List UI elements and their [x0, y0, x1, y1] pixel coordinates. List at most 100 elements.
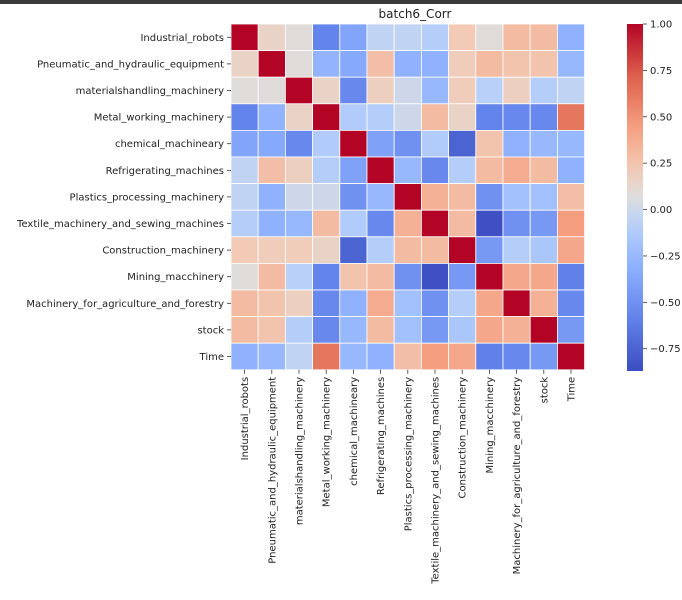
heatmap-cell-plastics-processing-machinery-x-plastics-processing-machinery — [393, 183, 422, 211]
heatmap-cell-materialshandling-machinery-x-mining-macchinery — [475, 76, 504, 105]
heatmap-cell-materialshandling-machinery-x-chemical-machineary — [339, 76, 368, 105]
heatmap-cell-machinery-for-agriculture-and-forestry-x-metal-working-machinery — [312, 289, 341, 318]
heatmap-cell-construction-machinery-x-materialshandling-machinery — [284, 236, 313, 264]
heatmap-cell-pneumatic-and-hydraulic-equipment-x-metal-working-machinery — [312, 50, 341, 78]
heatmap-cell-chemical-machineary-x-industrial-robots — [230, 129, 259, 158]
heatmap-cell-machinery-for-agriculture-and-forestry-x-machinery-for-agriculture-and-forestry — [502, 289, 531, 318]
heatmap-cell-mining-macchinery-x-refrigerating-machines — [366, 262, 395, 291]
x-label-mining-macchinery: Mining_macchinery — [485, 377, 496, 474]
heatmap-cell-industrial-robots-x-metal-working-machinery — [312, 23, 341, 52]
heatmap-cell-chemical-machineary-x-materialshandling-machinery — [284, 129, 313, 158]
heatmap-cell-mining-macchinery-x-industrial-robots — [230, 262, 259, 291]
heatmap-cell-materialshandling-machinery-x-construction-machinery — [448, 76, 477, 105]
heatmap-cell-stock-x-stock — [529, 316, 558, 344]
heatmap-cell-industrial-robots-x-time — [557, 23, 586, 52]
heatmap-cell-stock-x-materialshandling-machinery — [284, 316, 313, 344]
y-label-metal-working-machinery: Metal_working_machinery — [94, 113, 224, 124]
heatmap-cell-textile-machinery-and-sewing-machines-x-metal-working-machinery — [312, 209, 341, 238]
heatmap-cell-metal-working-machinery-x-construction-machinery — [448, 103, 477, 131]
y-label-plastics-processing-machinery: Plastics_processing_machinery — [70, 192, 225, 203]
y-label-textile-machinery-and-sewing-machines: Textile_machinery_and_sewing_machines — [16, 219, 224, 230]
heatmap-cell-textile-machinery-and-sewing-machines-x-chemical-machineary — [339, 209, 368, 238]
heatmap-cell-time-x-metal-working-machinery — [312, 342, 341, 371]
heatmap-cell-chemical-machineary-x-chemical-machineary — [339, 129, 368, 158]
y-label-stock: stock — [197, 325, 224, 336]
heatmap-cell-chemical-machineary-x-pneumatic-and-hydraulic-equipment — [257, 129, 286, 158]
heatmap-cell-metal-working-machinery-x-industrial-robots — [230, 103, 259, 131]
heatmap-cell-textile-machinery-and-sewing-machines-x-stock — [529, 209, 558, 238]
colorbar: 1.00 0.75 0.50 0.25 0.00 −0.25 −0.50 −0.75 — [627, 20, 681, 371]
colorbar-gradient — [627, 24, 643, 371]
heatmap-cell-mining-macchinery-x-stock — [529, 262, 558, 291]
heatmap-cell-machinery-for-agriculture-and-forestry-x-mining-macchinery — [475, 289, 504, 318]
y-label-refrigerating-machines: Refrigerating_machines — [106, 166, 224, 177]
heatmap-cell-industrial-robots-x-machinery-for-agriculture-and-forestry — [502, 23, 531, 52]
heatmap-cell-plastics-processing-machinery-x-materialshandling-machinery — [284, 183, 313, 211]
heatmap-cell-mining-macchinery-x-construction-machinery — [448, 262, 477, 291]
heatmap-cell-refrigerating-machines-x-materialshandling-machinery — [284, 156, 313, 185]
heatmap-cell-stock-x-metal-working-machinery — [312, 316, 341, 344]
heatmap-cell-construction-machinery-x-construction-machinery — [448, 236, 477, 264]
y-label-industrial-robots: Industrial_robots — [140, 33, 224, 44]
heatmap-cell-metal-working-machinery-x-refrigerating-machines — [366, 103, 395, 131]
heatmap-cell-machinery-for-agriculture-and-forestry-x-textile-machinery-and-sewing-machines — [420, 289, 449, 318]
heatmap-cell-machinery-for-agriculture-and-forestry-x-industrial-robots — [230, 289, 259, 318]
heatmap-cell-construction-machinery-x-stock — [529, 236, 558, 264]
x-label-plastics-processing-machinery: Plastics_processing_machinery — [403, 377, 414, 532]
heatmap-cell-materialshandling-machinery-x-textile-machinery-and-sewing-machines — [420, 76, 449, 105]
heatmap-cell-materialshandling-machinery-x-materialshandling-machinery — [284, 76, 313, 105]
heatmap-cell-mining-macchinery-x-textile-machinery-and-sewing-machines — [420, 262, 449, 291]
heatmap-cell-machinery-for-agriculture-and-forestry-x-construction-machinery — [448, 289, 477, 318]
heatmap-cell-refrigerating-machines-x-metal-working-machinery — [312, 156, 341, 185]
heatmap-cell-stock-x-pneumatic-and-hydraulic-equipment — [257, 316, 286, 344]
heatmap-cell-time-x-time — [557, 342, 586, 371]
heatmap-cell-industrial-robots-x-plastics-processing-machinery — [393, 23, 422, 52]
colorbar-tick-label: 1.00 — [650, 20, 672, 31]
y-label-pneumatic-and-hydraulic-equipment: Pneumatic_and_hydraulic_equipment — [37, 59, 224, 70]
heatmap-cell-pneumatic-and-hydraulic-equipment-x-stock — [529, 50, 558, 78]
heatmap-cell-materialshandling-machinery-x-refrigerating-machines — [366, 76, 395, 105]
heatmap-cell-pneumatic-and-hydraulic-equipment-x-construction-machinery — [448, 50, 477, 78]
heatmap-cell-metal-working-machinery-x-plastics-processing-machinery — [393, 103, 422, 131]
y-label-mining-macchinery: Mining_macchinery — [127, 272, 224, 283]
heatmap-cell-pneumatic-and-hydraulic-equipment-x-plastics-processing-machinery — [393, 50, 422, 78]
heatmap-cell-refrigerating-machines-x-machinery-for-agriculture-and-forestry — [502, 156, 531, 185]
heatmap-cell-mining-macchinery-x-machinery-for-agriculture-and-forestry — [502, 262, 531, 291]
heatmap-cell-pneumatic-and-hydraulic-equipment-x-refrigerating-machines — [366, 50, 395, 78]
heatmap-cell-refrigerating-machines-x-plastics-processing-machinery — [393, 156, 422, 185]
heatmap-cell-textile-machinery-and-sewing-machines-x-plastics-processing-machinery — [393, 209, 422, 238]
heatmap-cell-time-x-machinery-for-agriculture-and-forestry — [502, 342, 531, 371]
heatmap-cell-pneumatic-and-hydraulic-equipment-x-textile-machinery-and-sewing-machines — [420, 50, 449, 78]
heatmap-cell-industrial-robots-x-stock — [529, 23, 558, 52]
heatmap-cell-stock-x-textile-machinery-and-sewing-machines — [420, 316, 449, 344]
heatmap-cell-time-x-textile-machinery-and-sewing-machines — [420, 342, 449, 371]
heatmap-cell-plastics-processing-machinery-x-time — [557, 183, 586, 211]
x-label-construction-machinery: Construction_machinery — [458, 377, 469, 499]
heatmap-cell-mining-macchinery-x-metal-working-machinery — [312, 262, 341, 291]
x-label-materialshandling-machinery: materialshandling_machinery — [295, 377, 306, 525]
heatmap-cell-plastics-processing-machinery-x-stock — [529, 183, 558, 211]
heatmap-cell-metal-working-machinery-x-chemical-machineary — [339, 103, 368, 131]
heatmap-cell-industrial-robots-x-pneumatic-and-hydraulic-equipment — [257, 23, 286, 52]
heatmap-cell-mining-macchinery-x-materialshandling-machinery — [284, 262, 313, 291]
heatmap-cell-industrial-robots-x-refrigerating-machines — [366, 23, 395, 52]
heatmap-cell-plastics-processing-machinery-x-construction-machinery — [448, 183, 477, 211]
heatmap-cell-materialshandling-machinery-x-metal-working-machinery — [312, 76, 341, 105]
heatmap-cell-refrigerating-machines-x-time — [557, 156, 586, 185]
heatmap-cell-industrial-robots-x-chemical-machineary — [339, 23, 368, 52]
heatmap-cell-machinery-for-agriculture-and-forestry-x-chemical-machineary — [339, 289, 368, 318]
heatmap-cell-chemical-machineary-x-machinery-for-agriculture-and-forestry — [502, 129, 531, 158]
heatmap-cell-time-x-plastics-processing-machinery — [393, 342, 422, 371]
heatmap-cell-textile-machinery-and-sewing-machines-x-pneumatic-and-hydraulic-equipment — [257, 209, 286, 238]
heatmap-cell-chemical-machineary-x-stock — [529, 129, 558, 158]
heatmap-cell-machinery-for-agriculture-and-forestry-x-materialshandling-machinery — [284, 289, 313, 318]
heatmap-cell-chemical-machineary-x-time — [557, 129, 586, 158]
heatmap-cell-refrigerating-machines-x-refrigerating-machines — [366, 156, 395, 185]
heatmap-cell-industrial-robots-x-materialshandling-machinery — [284, 23, 313, 52]
heatmap-cell-mining-macchinery-x-pneumatic-and-hydraulic-equipment — [257, 262, 286, 291]
heatmap-cell-textile-machinery-and-sewing-machines-x-machinery-for-agriculture-and-forestry — [502, 209, 531, 238]
heatmap-cell-plastics-processing-machinery-x-pneumatic-and-hydraulic-equipment — [257, 183, 286, 211]
x-label-chemical-machineary: chemical_machineary — [349, 377, 360, 486]
heatmap-cell-construction-machinery-x-refrigerating-machines — [366, 236, 395, 264]
